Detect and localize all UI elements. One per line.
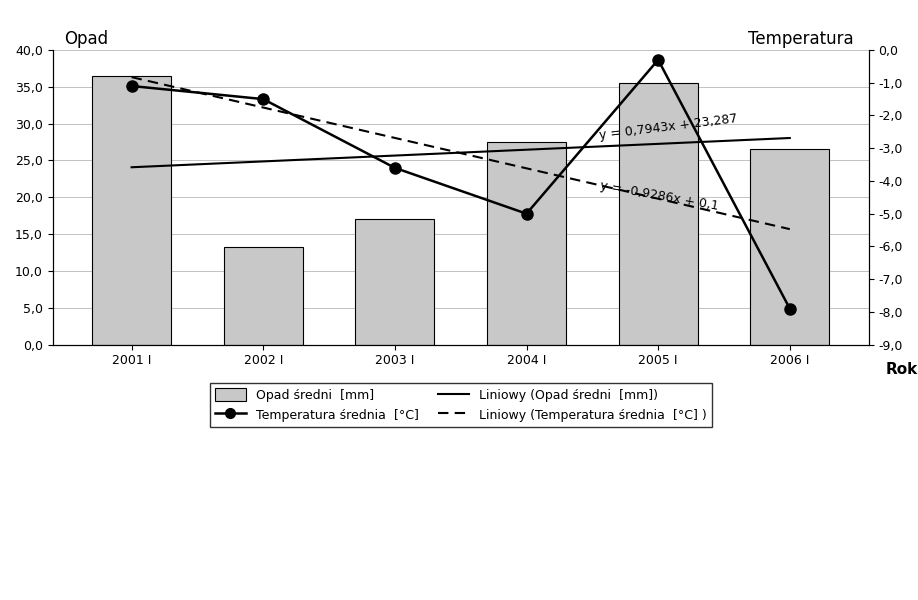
Text: y = 0,7943x + 23,287: y = 0,7943x + 23,287: [599, 112, 739, 142]
Bar: [619, 83, 698, 344]
Legend: Opad średni  [mm], Temperatura średnia  [°C], Liniowy (Opad średni  [mm]), Linio: Opad średni [mm], Temperatura średnia [°…: [209, 383, 711, 427]
Bar: [487, 142, 566, 344]
X-axis label: Rok: Rok: [885, 362, 918, 377]
Bar: [750, 149, 829, 344]
Text: Temperatura: Temperatura: [748, 30, 854, 48]
Bar: [224, 247, 303, 344]
Text: y = -0,9286x + 0,1: y = -0,9286x + 0,1: [599, 179, 720, 212]
Bar: [355, 220, 434, 344]
Bar: [92, 76, 171, 344]
Text: Opad: Opad: [64, 30, 108, 48]
